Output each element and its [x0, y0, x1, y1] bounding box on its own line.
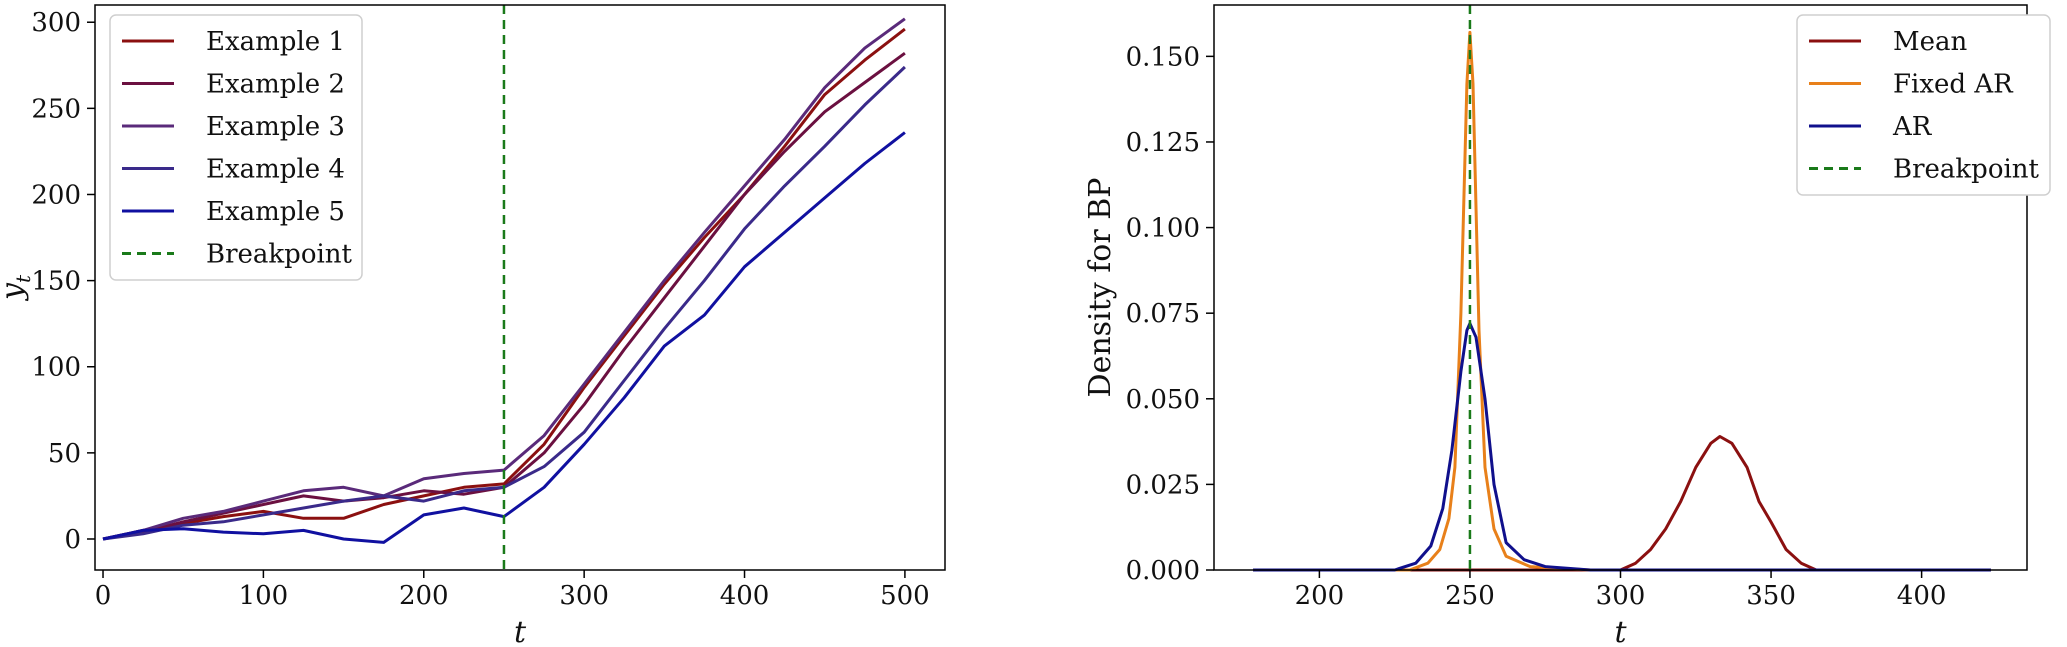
x-tick-label-2: 200 — [399, 581, 449, 611]
left-chart: 0100200300400500050100150200250300tytExa… — [0, 4, 946, 647]
x-axis-label: t — [1614, 615, 1627, 647]
x-tick-label-1: 100 — [239, 581, 289, 611]
legend-label-4: Example 4 — [206, 155, 345, 185]
legend-label-2: Example 2 — [206, 70, 345, 100]
y-tick-label-0: 0 — [64, 525, 81, 555]
right-chart: 200 250 300 350 400 0.000 0.025 0.050 0.075 0.100… — [1083, 4, 2051, 647]
y-tick-label-2: 100 — [31, 353, 81, 383]
y-tick-label-3: 150 — [31, 267, 81, 297]
x-tick-label-3: 350 — [1746, 581, 1796, 611]
series-line-1 — [102, 27, 906, 541]
x-tick-label-3: 300 — [559, 581, 609, 611]
x-tick-label-4: 400 — [1897, 581, 1947, 611]
series-line-2 — [1253, 30, 1991, 572]
y-tick-label-4: 0.100 — [1126, 214, 1200, 244]
y-tick-label-6: 300 — [31, 8, 81, 38]
y-axis-label-subscript: t — [11, 274, 35, 283]
x-tick-label-1: 250 — [1445, 581, 1495, 611]
legend-label-3: Example 3 — [206, 112, 345, 142]
x-axis-label: t — [514, 615, 527, 647]
y-tick-label-1: 50 — [48, 439, 81, 469]
legend-label-1: Mean — [1893, 27, 1968, 57]
y-tick-label-3: 0.075 — [1126, 299, 1200, 329]
x-tick-label-0: 0 — [95, 581, 112, 611]
legend-box — [109, 14, 363, 281]
legend-label-4: Breakpoint — [1893, 155, 2040, 185]
y-axis-label: yt — [0, 274, 35, 302]
y-tick-label-5: 250 — [31, 94, 81, 124]
x-tick-label-4: 400 — [720, 581, 770, 611]
series-line-3 — [1253, 322, 1991, 572]
y-tick-label-0: 0.000 — [1126, 556, 1200, 586]
y-tick-label-5: 0.125 — [1126, 128, 1200, 158]
y-tick-label-4: 200 — [31, 180, 81, 210]
x-tick-label-5: 500 — [880, 581, 930, 611]
series-line-1 — [1253, 435, 1991, 572]
x-tick-label-0: 200 — [1295, 581, 1345, 611]
y-axis-label: Density for BP — [1083, 178, 1118, 398]
legend-label-5: Example 5 — [206, 197, 345, 227]
legend-box — [1796, 14, 2051, 196]
x-tick-label-2: 300 — [1596, 581, 1646, 611]
legend-label-1: Example 1 — [206, 27, 345, 57]
legend-label-3: AR — [1892, 112, 1933, 142]
y-tick-label-2: 0.050 — [1126, 385, 1200, 415]
legend-label-6: Breakpoint — [206, 240, 353, 270]
y-tick-label-6: 0.150 — [1126, 42, 1200, 72]
plot-frame — [94, 4, 946, 571]
y-tick-label-1: 0.025 — [1126, 470, 1200, 500]
legend-label-2: Fixed AR — [1893, 70, 2014, 100]
